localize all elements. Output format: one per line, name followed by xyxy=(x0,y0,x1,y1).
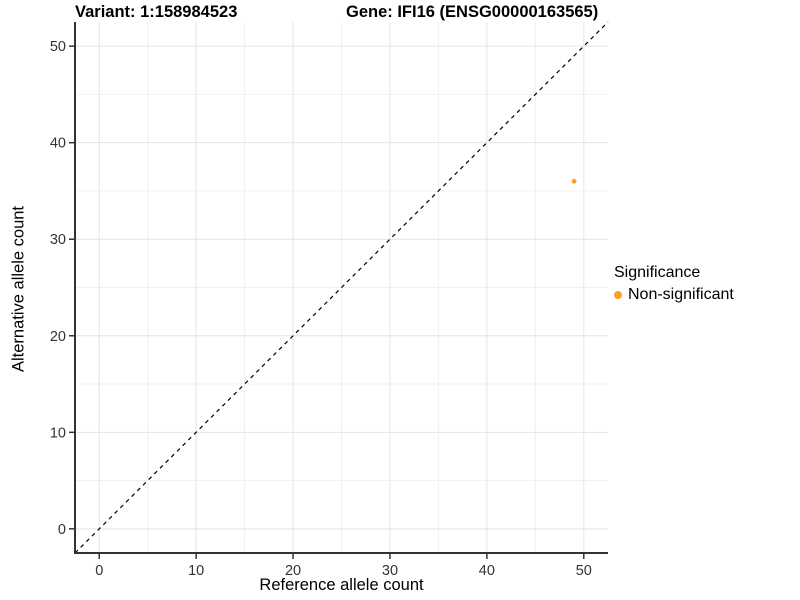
data-point xyxy=(571,178,577,184)
y-tick-label: 40 xyxy=(50,136,66,152)
identity-line xyxy=(74,21,609,554)
legend-point-icon xyxy=(614,291,622,299)
y-tick-label: 20 xyxy=(50,329,66,345)
y-tick-label: 30 xyxy=(50,232,66,248)
x-tick-label: 20 xyxy=(285,563,301,579)
x-axis-title: Reference allele count xyxy=(259,576,424,594)
x-tick-label: 10 xyxy=(188,563,204,579)
legend-item: Non-significant xyxy=(614,286,734,304)
variant-title: Variant: 1:158984523 xyxy=(75,3,238,21)
legend-item-label: Non-significant xyxy=(628,286,734,303)
x-tick-label: 50 xyxy=(576,563,592,579)
y-tick-label: 0 xyxy=(58,522,66,538)
legend: Significance Non-significant xyxy=(614,264,734,304)
x-tick-label: 40 xyxy=(479,563,495,579)
x-tick-label: 0 xyxy=(95,563,103,579)
y-axis-title: Alternative allele count xyxy=(9,205,28,373)
y-tick-label: 50 xyxy=(50,39,66,55)
x-tick-label: 30 xyxy=(382,563,398,579)
legend-title: Significance xyxy=(614,264,701,281)
gene-title: Gene: IFI16 (ENSG00000163565) xyxy=(346,3,599,21)
y-tick-label: 10 xyxy=(50,425,66,441)
